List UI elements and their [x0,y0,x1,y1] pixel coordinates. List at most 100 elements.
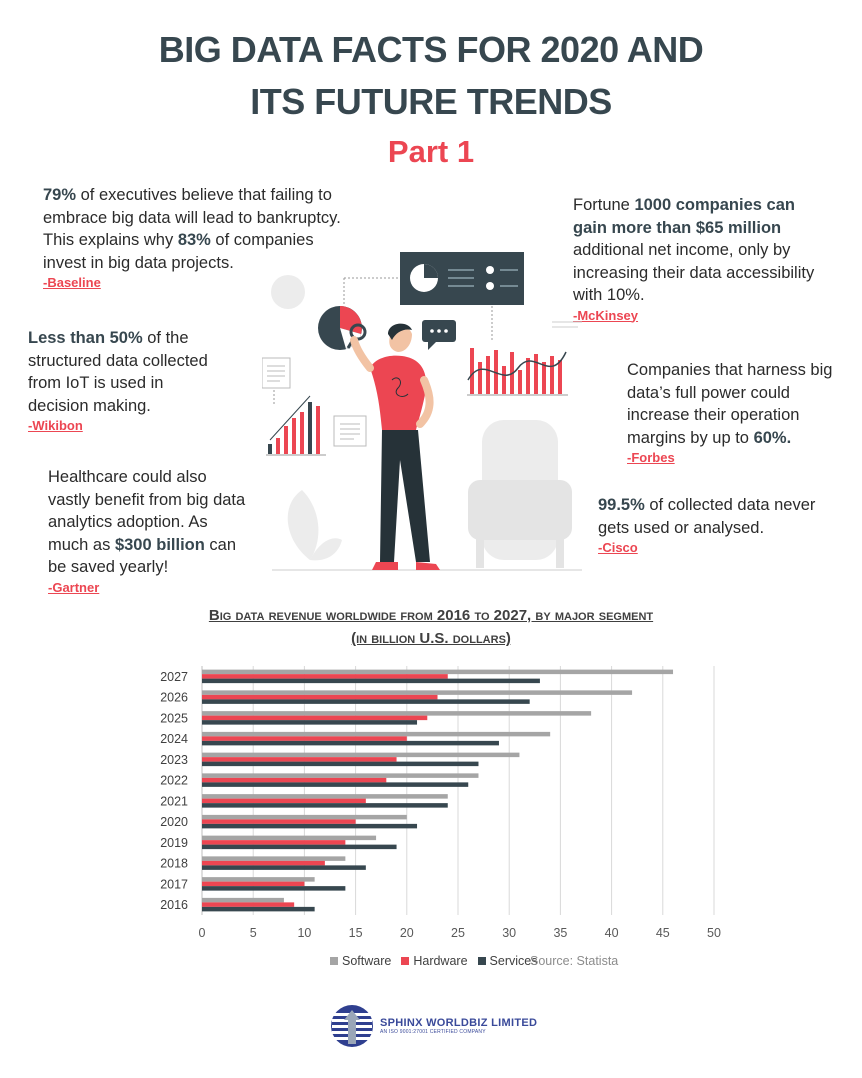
fact-wikibon: Less than 50% of the structured data col… [28,327,228,435]
x-tick-label: 15 [349,926,363,940]
x-tick-label: 5 [250,926,257,940]
logo-tagline: AN ISO 9001:27001 CERTIFIED COMPANY [380,1029,486,1035]
chart-grid [201,666,715,915]
fact-mckinsey-stat: 1000 companies can gain more than $65 mi… [573,196,795,237]
bar-hardware-2018 [202,860,325,866]
fact-gartner-stat: $300 billion [114,535,205,554]
fact-forbes-text: Companies that harness big data’s full p… [627,361,833,447]
bar-services-2021 [202,803,448,808]
fact-wikibon-text: of the structured data collected from Io… [28,329,208,415]
y-tick-label-2027: 2027 [160,670,188,684]
bar-services-2023 [202,761,479,767]
bar-software-2019 [202,835,377,841]
decor-circle [271,275,305,309]
fact-baseline-text2: of companies invest in big data projects… [43,231,314,272]
fact-forbes: Companies that harness big data’s full p… [627,359,847,467]
y-tick-label-2021: 2021 [160,794,188,808]
chart-bars [202,669,674,912]
bar-hardware-2021 [202,798,366,804]
legend-label-services: Services [489,954,538,968]
source-baseline[interactable]: -Baseline [43,275,101,290]
bar-hardware-2023 [202,757,397,762]
bar-services-2020 [202,823,418,829]
legend-swatch-hardware [401,957,410,965]
y-tick-label-2018: 2018 [160,857,188,871]
bar-software-2021 [202,794,448,799]
fact-baseline: 79% of executives believe that failing t… [43,184,343,292]
fact-gartner-text2: can be saved yearly! [48,535,237,577]
chart-title: Big data revenue worldwide from 2016 to … [208,607,654,647]
y-tick-label-2026: 2026 [160,691,188,705]
bar-hardware-2026 [202,694,438,700]
chart-labels: 0 5 10 15 20 25 30 35 40 45 5020162017201820192020… [160,670,721,940]
y-tick-label-2016: 2016 [160,898,188,912]
person-figure [350,323,440,570]
fact-mckinsey: Fortune 1000 companies can gain more tha… [573,194,823,325]
page-subtitle: Part 1 [387,134,475,169]
bar-hardware-2019 [202,840,346,845]
chart-legend: Software Hardware Services [330,954,537,968]
bar-services-2017 [202,886,346,891]
sphinx-logo-icon [331,1005,373,1047]
legend-item-services: Services [477,954,538,968]
bar-services-2018 [202,865,366,870]
x-tick-label: 30 [502,926,516,940]
source-cisco[interactable]: -Cisco [598,540,638,555]
bar-software-2025 [202,711,592,716]
bar-software-2026 [202,690,633,695]
bar-software-2017 [202,877,315,882]
fact-forbes-stat: 60%. [753,428,792,447]
bar-hardware-2017 [202,881,305,887]
legend-swatch-services [477,957,486,965]
bar-services-2025 [202,720,418,725]
bar-software-2020 [202,814,407,820]
y-tick-label-2024: 2024 [160,732,188,746]
source-gartner[interactable]: -Gartner [48,579,100,595]
bar-software-2016 [202,897,284,903]
bar-hardware-2020 [202,819,356,824]
x-tick-label: 0 [199,926,206,940]
bar-services-2026 [202,699,530,704]
logo-company-name: SPHINX WORLDBIZ LIMITED [380,1017,538,1029]
left-bar-chart-icon [266,395,326,456]
bar-services-2027 [202,678,540,684]
x-tick-label: 50 [707,926,721,940]
page-title-line2: ITS FUTURE TRENDS [250,81,612,122]
fact-baseline-text1: of executives believe that failing to em… [43,186,341,249]
bar-software-2027 [202,669,674,675]
bar-software-2022 [202,773,479,778]
legend-swatch-software [330,957,338,965]
y-tick-label-2022: 2022 [160,774,188,788]
chart-source-note: Source: Statista [530,954,619,968]
legend-label-hardware: Hardware [413,954,468,968]
source-mckinsey[interactable]: -McKinsey [573,307,639,323]
document-icon [262,357,367,447]
x-tick-label: 20 [400,926,414,940]
chat-bubble-icon [422,320,456,350]
source-forbes[interactable]: -Forbes [627,450,675,465]
fact-cisco-stat: 99.5% [598,496,645,514]
bar-services-2024 [202,740,499,746]
bar-software-2018 [202,856,346,861]
x-tick-label: 35 [553,926,567,940]
y-tick-label-2017: 2017 [160,877,188,891]
bar-hardware-2025 [202,715,428,721]
x-tick-label: 45 [656,926,670,940]
bar-chart-icon [467,321,582,396]
legend-item-hardware: Hardware [401,954,468,968]
source-wikibon[interactable]: -Wikibon [28,418,83,433]
y-tick-label-2020: 2020 [160,815,188,829]
fact-mckinsey-text1: Fortune [573,196,635,214]
y-tick-label-2019: 2019 [160,836,188,850]
armchair-icon [468,420,572,568]
bar-hardware-2024 [202,736,407,741]
bar-hardware-2027 [202,674,448,679]
fact-baseline-stat1: 79% [43,186,77,204]
leaf-icon [287,490,342,561]
bar-services-2019 [202,844,397,850]
bar-hardware-2016 [202,902,295,907]
x-tick-label: 10 [297,926,311,940]
bar-software-2024 [202,731,551,737]
illustration [262,252,582,571]
